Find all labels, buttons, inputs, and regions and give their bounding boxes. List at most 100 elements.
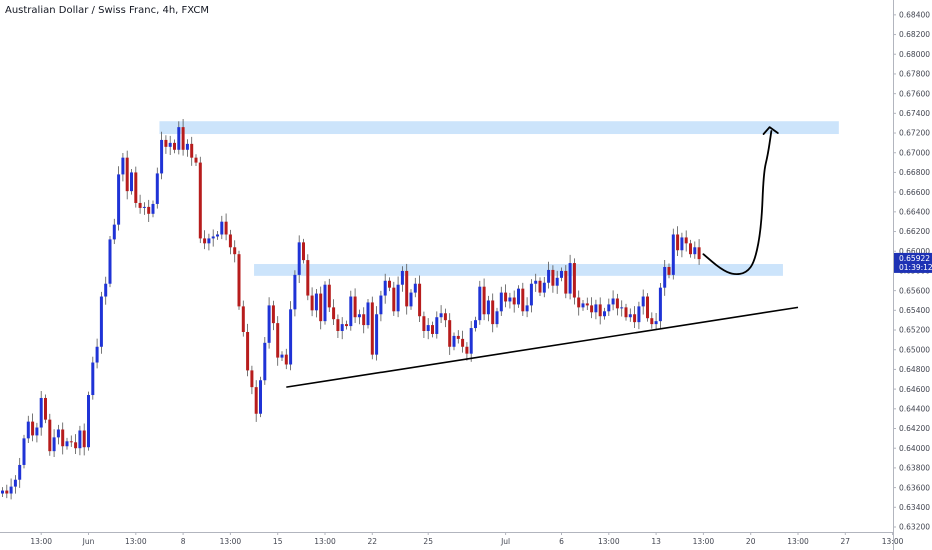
candle-body — [207, 238, 211, 244]
y-tick-label: 0.64200 — [899, 424, 930, 433]
candle-body — [383, 280, 387, 296]
candle-body — [538, 280, 542, 293]
candle-body — [332, 307, 336, 320]
candle-body — [637, 306, 641, 323]
candle-body — [319, 293, 323, 322]
candle-body — [125, 157, 129, 192]
candle-body — [56, 429, 60, 438]
y-tick-label: 0.66400 — [899, 208, 930, 217]
candle-body — [44, 397, 47, 420]
x-tick-label: 13:00 — [314, 537, 336, 546]
candle-body — [203, 238, 207, 244]
candle-body — [607, 304, 611, 312]
candle-body — [676, 234, 680, 251]
candle-body — [624, 307, 628, 318]
candle-body — [366, 302, 370, 326]
candle-body — [431, 325, 434, 334]
candle-body — [194, 157, 198, 163]
candle-body — [370, 302, 374, 355]
candle-body — [233, 247, 237, 255]
candle-body — [478, 286, 482, 321]
y-tick-label: 0.63200 — [899, 523, 930, 532]
projection-arrowhead — [762, 126, 779, 135]
candle-body — [443, 313, 447, 321]
candle-body — [241, 306, 245, 332]
projection-curve[interactable] — [702, 130, 773, 276]
x-tick-label: 25 — [423, 537, 433, 546]
candle-body — [345, 324, 348, 327]
candle-body — [542, 282, 546, 293]
candle-body — [91, 362, 95, 396]
candle-body — [237, 254, 241, 307]
candle-body — [65, 441, 69, 447]
candle-body — [560, 270, 563, 278]
candle-body — [603, 311, 606, 317]
candle-body — [185, 143, 189, 150]
candle-body — [138, 202, 142, 208]
candle-body — [246, 331, 250, 371]
candle-body — [590, 305, 594, 313]
y-tick-label: 0.66600 — [899, 188, 930, 197]
candle-body — [448, 320, 452, 347]
candle-body — [112, 224, 116, 240]
candle-body — [534, 280, 538, 284]
y-tick-label: 0.65000 — [899, 345, 930, 354]
x-tick-label: 6 — [559, 537, 564, 546]
price-scale[interactable] — [893, 0, 932, 550]
candle-body — [581, 303, 585, 308]
candle-body — [276, 323, 280, 358]
candle-body — [216, 234, 219, 237]
candle-body — [650, 318, 654, 325]
candle-body — [280, 354, 284, 358]
candle-body — [439, 313, 443, 318]
candle-body — [551, 269, 555, 286]
candle-body — [512, 297, 516, 305]
trendline[interactable] — [286, 306, 799, 388]
x-tick-label: 27 — [841, 537, 851, 546]
x-tick-label: 13:00 — [220, 537, 242, 546]
zone-rectangle[interactable] — [254, 264, 783, 276]
candle-body — [456, 335, 460, 339]
candle-body — [142, 206, 146, 208]
candle-body — [13, 479, 17, 487]
candle-body — [99, 296, 103, 347]
candle-body — [69, 441, 73, 443]
candle-body — [5, 490, 9, 494]
candle-body — [465, 346, 469, 354]
candle-body — [409, 292, 413, 307]
candle-body — [39, 397, 43, 428]
candle-body — [190, 143, 194, 158]
candle-body — [134, 172, 138, 203]
candle-body — [667, 266, 671, 275]
candle-body — [35, 427, 39, 436]
y-tick-label: 0.67600 — [899, 89, 930, 98]
x-tick-label: 8 — [181, 537, 186, 546]
candle-body — [693, 247, 697, 255]
candle-body — [529, 283, 533, 306]
x-tick-label: 13:00 — [693, 537, 715, 546]
zone-rectangle[interactable] — [159, 121, 839, 135]
candle-body — [564, 270, 568, 294]
y-tick-label: 0.68400 — [899, 11, 930, 20]
y-tick-label: 0.67000 — [899, 148, 930, 157]
x-tick-label: 13:00 — [125, 537, 147, 546]
candle-body — [198, 162, 202, 239]
candle-body — [293, 274, 297, 310]
candle-body — [486, 300, 490, 315]
current-price-tag — [894, 252, 932, 273]
candle-body — [74, 442, 78, 449]
candle-body — [349, 296, 353, 327]
candle-body — [18, 464, 22, 480]
candle-body — [620, 307, 624, 309]
candle-body — [259, 380, 262, 414]
candle-body — [422, 316, 426, 332]
candle-body — [254, 387, 258, 414]
candle-body — [388, 280, 391, 288]
candle-body — [379, 295, 383, 315]
candle-body — [392, 287, 396, 312]
y-tick-label: 0.66000 — [899, 247, 930, 256]
y-tick-label: 0.66800 — [899, 168, 930, 177]
candle-body — [340, 324, 344, 332]
